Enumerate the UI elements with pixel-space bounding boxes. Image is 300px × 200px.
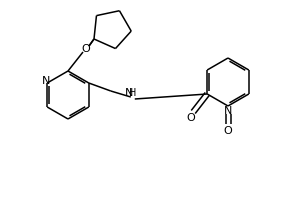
- Text: O: O: [187, 113, 196, 123]
- Text: O: O: [224, 126, 232, 136]
- Text: N: N: [224, 106, 232, 116]
- Text: N: N: [124, 88, 133, 98]
- Text: N: N: [42, 76, 50, 86]
- Text: H: H: [129, 88, 136, 98]
- Text: O: O: [82, 44, 90, 54]
